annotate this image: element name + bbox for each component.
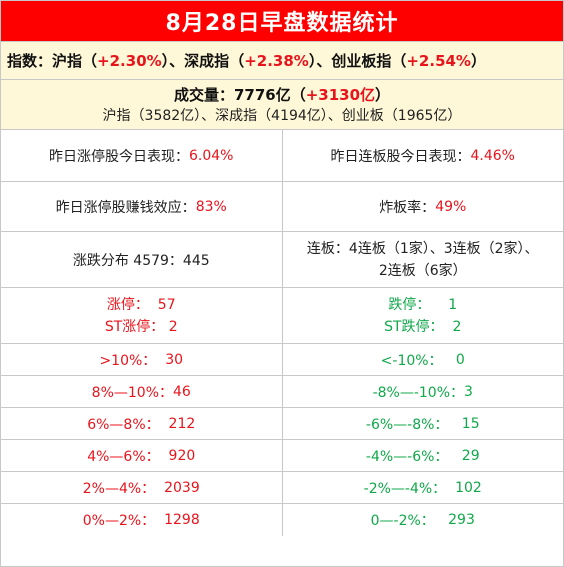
dist-row-5: 0%—2%： 1298 0—-2%： 293 [1, 504, 563, 536]
paren-close: ）、 [161, 52, 185, 70]
paren-close: ） [375, 85, 391, 104]
volume-change: +3130亿 [305, 85, 376, 104]
dist-row-2: 6%—8%： 212 -6%—-8%： 15 [1, 408, 563, 440]
dist-row-3: 4%—6%： 920 -4%—-6%： 29 [1, 440, 563, 472]
dist-down-label: -2%—-4%： [363, 480, 447, 497]
volume-row: 成交量：7776亿（+3130亿） 沪指（3582亿）、深成指（4194亿）、创… [1, 80, 563, 130]
st-limit-up-label: ST涨停： [104, 318, 165, 335]
dist-up-value: 30 [165, 351, 184, 368]
cy-change: +2.54% [406, 51, 471, 70]
profit-label: 昨日涨停股赚钱效应： [55, 199, 196, 216]
limit-up-cell: 涨停： 57 ST涨停： 2 [1, 288, 282, 343]
dist-up-label: 6%—8%： [87, 416, 160, 433]
dist-down-cell: 0—-2%： 293 [281, 504, 564, 536]
dist-up-value: 1298 [164, 512, 200, 528]
dist-up-cell: 4%—6%： 920 [1, 440, 282, 471]
limit-row: 涨停： 57 ST涨停： 2 跌停： 1 ST跌停： 2 [1, 288, 563, 344]
dist-up-value: 920 [168, 447, 196, 464]
dist-down-label: -4%—-6%： [365, 448, 449, 465]
st-limit-down-line: ST跌停： 2 [384, 316, 461, 338]
dist-row-4: 2%—4%： 2039 -2%—-4%： 102 [1, 472, 563, 504]
dist-down-value: 15 [461, 415, 480, 432]
burst-label: 炸板率： [379, 199, 436, 216]
dist-up-label: 0%—2%： [82, 513, 156, 529]
dist-down-value: 29 [461, 447, 480, 464]
dist-down-label: -8%—-10%： [372, 384, 464, 401]
dist-up-label: 8%—10%： [91, 384, 173, 401]
st-limit-up-value: 2 [168, 318, 178, 335]
dist-down-cell: -8%—-10%： 3 [281, 376, 564, 407]
st-limit-up-line: ST涨停： 2 [105, 316, 178, 338]
limit-up-line: 涨停： 57 [107, 294, 176, 316]
dist-down-value: 3 [464, 383, 473, 400]
limit-down-cell: 跌停： 1 ST跌停： 2 [281, 288, 564, 343]
limitup-performance: 昨日涨停股今日表现： 6.04% [1, 130, 282, 181]
paren-open: （ [229, 52, 245, 70]
burst-value: 49% [435, 198, 467, 215]
dist-down-value: 0 [455, 351, 465, 368]
dist-down-cell: <-10%： 0 [281, 344, 564, 375]
dist-down-value: 293 [448, 512, 475, 528]
streak-summary: 连板：4连板（1家）、3连板（2家）、 2连板（6家） [281, 232, 564, 287]
volume-total: 成交量：7776亿（+3130亿） [174, 84, 390, 106]
dist-down-label: -6%—-8%： [365, 416, 449, 433]
streak-line-1: 连板：4连板（1家）、3连板（2家）、 [306, 240, 539, 257]
volume-label: 成交量：7776亿（ [173, 85, 306, 104]
limitup-perf-label: 昨日涨停股今日表现： [49, 148, 189, 165]
limit-down-line: 跌停： 1 [388, 294, 457, 316]
dist-up-value: 212 [168, 415, 196, 432]
sh-change: +2.30% [97, 51, 162, 70]
cy-name: 创业板指 [331, 52, 392, 70]
burst-rate: 炸板率： 49% [281, 182, 564, 231]
limit-up-value: 57 [157, 296, 176, 313]
up-down-distribution: 涨跌分布 4579：445 [72, 252, 210, 269]
dist-up-cell: >10%： 30 [1, 344, 282, 375]
distribution-summary-row: 涨跌分布 4579：445 连板：4连板（1家）、3连板（2家）、 2连板（6家… [1, 232, 563, 288]
index-label: 指数： [7, 52, 53, 70]
limitup-perf-value: 6.04% [189, 147, 234, 164]
page-title: 8月28日早盘数据统计 [1, 1, 563, 42]
sz-name: 深成指 [184, 52, 230, 70]
dist-down-cell: -4%—-6%： 29 [281, 440, 564, 471]
paren-close: ）、 [308, 52, 332, 70]
streak-perf-label: 昨日连板股今日表现： [330, 148, 471, 165]
dist-down-label: 0—-2%： [370, 513, 435, 529]
streak-line-2: 2连板（6家） [378, 262, 467, 279]
sh-name: 沪指 [52, 52, 83, 70]
paren-close: ） [470, 52, 486, 70]
profit-effect: 昨日涨停股赚钱效应： 83% [1, 182, 282, 231]
limit-up-label: 涨停： [106, 296, 149, 313]
dist-up-value: 46 [173, 383, 191, 400]
st-limit-down-label: ST跌停： [384, 318, 444, 335]
limit-down-label: 跌停： [388, 296, 431, 313]
profit-row: 昨日涨停股赚钱效应： 83% 炸板率： 49% [1, 182, 563, 232]
dist-up-cell: 0%—2%： 1298 [1, 504, 282, 536]
dist-up-label: >10%： [99, 352, 157, 369]
dist-up-value: 2039 [164, 479, 200, 496]
limit-down-value: 1 [448, 296, 458, 313]
dist-up-cell: 6%—8%： 212 [1, 408, 282, 439]
dist-row-1: 8%—10%： 46 -8%—-10%： 3 [1, 376, 563, 408]
dist-up-cell: 8%—10%： 46 [1, 376, 282, 407]
volume-breakdown: 沪指（3582亿）、深成指（4194亿）、创业板（1965亿） [102, 107, 462, 124]
sz-change: +2.38% [244, 51, 309, 70]
paren-open: （ [391, 52, 407, 70]
dist-up-label: 2%—4%： [82, 480, 156, 497]
dist-row-0: >10%： 30 <-10%： 0 [1, 344, 563, 376]
performance-row: 昨日涨停股今日表现： 6.04% 昨日连板股今日表现： 4.46% [1, 130, 563, 182]
profit-value: 83% [195, 198, 227, 215]
dist-up-cell: 2%—4%： 2039 [1, 472, 282, 503]
dist-up-label: 4%—6%： [87, 448, 160, 465]
dist-down-value: 102 [455, 479, 482, 496]
streak-perf-value: 4.46% [470, 147, 515, 164]
dist-down-cell: -2%—-4%： 102 [281, 472, 564, 503]
dist-down-cell: -6%—-8%： 15 [281, 408, 564, 439]
st-limit-down-value: 2 [452, 318, 462, 335]
streak-performance: 昨日连板股今日表现： 4.46% [281, 130, 564, 181]
index-row: 指数： 沪指 （ +2.30% ）、 深成指 （ +2.38% ）、 创业板指 … [1, 42, 563, 80]
dist-down-label: <-10%： [380, 352, 443, 369]
paren-open: （ [82, 52, 98, 70]
